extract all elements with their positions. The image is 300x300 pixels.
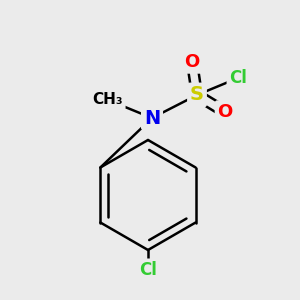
Text: CH₃: CH₃ (93, 92, 123, 107)
Text: Cl: Cl (229, 69, 247, 87)
Text: S: S (190, 85, 204, 104)
Text: O: O (218, 103, 232, 121)
Text: O: O (184, 53, 200, 71)
Text: N: N (144, 109, 160, 128)
Text: Cl: Cl (139, 261, 157, 279)
